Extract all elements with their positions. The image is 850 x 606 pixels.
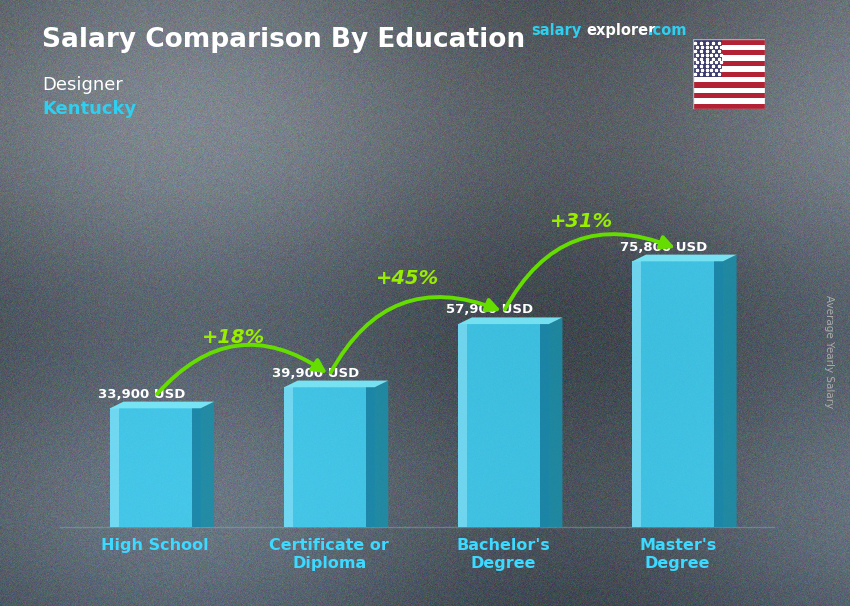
Bar (693, 72, 765, 77)
Text: explorer: explorer (586, 23, 656, 38)
Text: +18%: +18% (202, 328, 265, 347)
Text: Designer: Designer (42, 76, 123, 94)
Polygon shape (632, 255, 737, 261)
Bar (693, 104, 765, 109)
Text: +45%: +45% (377, 268, 439, 288)
Bar (110, 408, 119, 527)
Bar (632, 261, 642, 527)
Polygon shape (458, 318, 563, 324)
Bar (693, 61, 765, 66)
Bar (693, 82, 765, 88)
Bar (191, 408, 201, 527)
Text: salary: salary (531, 23, 581, 38)
Polygon shape (110, 402, 214, 408)
Bar (693, 88, 765, 93)
Bar (458, 324, 549, 527)
Bar (693, 66, 765, 72)
Text: 33,900 USD: 33,900 USD (98, 388, 185, 401)
Bar (693, 45, 765, 50)
Bar (693, 39, 765, 45)
Polygon shape (549, 318, 563, 527)
Polygon shape (375, 381, 388, 527)
Bar (540, 324, 549, 527)
Text: 57,900 USD: 57,900 USD (446, 304, 533, 316)
Polygon shape (284, 381, 388, 387)
Bar (366, 387, 375, 527)
Bar (458, 324, 468, 527)
Bar (693, 77, 765, 82)
Bar (284, 387, 293, 527)
Text: 39,900 USD: 39,900 USD (272, 367, 359, 379)
Text: Kentucky: Kentucky (42, 100, 137, 118)
Text: Salary Comparison By Education: Salary Comparison By Education (42, 27, 525, 53)
Text: 75,800 USD: 75,800 USD (620, 241, 707, 253)
Bar (284, 387, 375, 527)
Text: +31%: +31% (551, 213, 614, 231)
Polygon shape (201, 402, 214, 527)
Bar (714, 261, 723, 527)
Bar (632, 261, 723, 527)
Bar (110, 408, 201, 527)
Bar (693, 50, 765, 56)
Polygon shape (723, 255, 737, 527)
Text: .com: .com (648, 23, 687, 38)
Text: Average Yearly Salary: Average Yearly Salary (824, 295, 834, 408)
Bar (693, 56, 765, 61)
Bar (693, 98, 765, 104)
Bar (693, 39, 722, 77)
Bar (693, 93, 765, 98)
